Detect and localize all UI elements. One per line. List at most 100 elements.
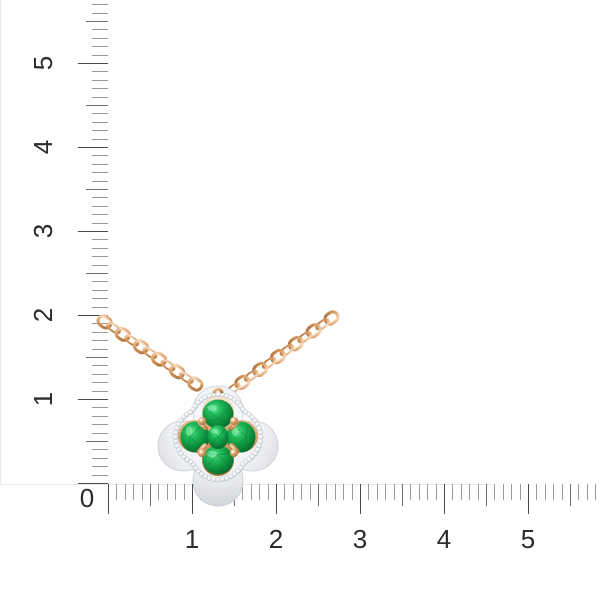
vertical-ruler-minor-tick xyxy=(92,474,108,476)
horizontal-ruler: 1 2 3 4 5 xyxy=(108,484,600,554)
pave-diamond xyxy=(175,447,182,453)
chain-left-link xyxy=(178,371,194,384)
chain-right-link xyxy=(234,374,251,391)
pave-diamond xyxy=(237,465,244,471)
pave-diamond xyxy=(252,417,258,424)
horizontal-ruler-minor-tick xyxy=(267,484,269,500)
horizontal-ruler-minor-tick xyxy=(452,484,454,500)
vertical-ruler-label-2: 2 xyxy=(28,307,58,323)
pave-diamond xyxy=(172,429,179,436)
pave-diamond xyxy=(172,438,179,445)
horizontal-ruler-minor-tick xyxy=(410,484,412,500)
pave-diamond xyxy=(254,447,261,453)
horizontal-ruler-minor-tick xyxy=(578,484,580,500)
vertical-ruler-minor-tick xyxy=(92,155,108,157)
pave-diamond xyxy=(174,443,180,449)
horizontal-ruler-minor-tick xyxy=(418,484,420,500)
ruler-origin-label: 0 xyxy=(79,483,95,513)
emerald-bottom xyxy=(202,445,234,475)
pave-diamond xyxy=(180,414,187,420)
vertical-ruler: 1 2 3 4 5 xyxy=(0,0,108,484)
chain-left-link xyxy=(132,339,149,355)
emerald-left xyxy=(180,421,210,453)
vertical-ruler-minor-tick xyxy=(92,298,108,300)
vertical-ruler-minor-tick xyxy=(92,373,108,375)
horizontal-ruler-major-tick xyxy=(528,484,529,514)
horizontal-ruler-minor-tick xyxy=(259,484,261,500)
vertical-ruler-minor-tick xyxy=(92,264,108,266)
pave-diamond xyxy=(180,454,187,460)
horizontal-ruler-major-tick xyxy=(108,484,109,514)
pave-diamond xyxy=(242,459,249,465)
horizontal-ruler-minor-tick xyxy=(225,484,227,500)
chain-left xyxy=(96,314,204,392)
pave-diamond xyxy=(178,450,184,457)
horizontal-ruler-minor-tick xyxy=(393,484,395,500)
chain-right-link xyxy=(305,323,322,339)
horizontal-ruler-half-tick xyxy=(570,484,571,506)
vertical-ruler-minor-tick xyxy=(92,197,108,199)
pave-diamond xyxy=(172,434,179,440)
horizontal-ruler-minor-tick xyxy=(536,484,538,500)
pave-diamond xyxy=(195,468,201,475)
vertical-ruler-minor-tick xyxy=(92,163,108,165)
vertical-ruler-minor-tick xyxy=(92,289,108,291)
horizontal-ruler-half-tick xyxy=(486,484,487,506)
horizontal-ruler-minor-tick xyxy=(460,484,462,500)
vertical-ruler-minor-tick xyxy=(92,180,108,182)
horizontal-ruler-half-tick xyxy=(150,484,151,506)
pave-diamond xyxy=(187,459,194,465)
horizontal-ruler-minor-tick xyxy=(116,484,118,500)
vertical-ruler-minor-tick xyxy=(92,71,108,73)
pave-diamond xyxy=(219,476,226,483)
pave-diamond xyxy=(242,409,249,415)
vertical-ruler-minor-tick xyxy=(92,340,108,342)
pave-diamond xyxy=(249,454,256,460)
pave-diamond xyxy=(190,406,196,413)
vertical-ruler-minor-tick xyxy=(92,239,108,241)
chain-right-link xyxy=(252,361,269,378)
vertical-ruler-minor-tick xyxy=(92,54,108,56)
horizontal-ruler-minor-tick xyxy=(494,484,496,500)
horizontal-ruler-minor-tick xyxy=(427,484,429,500)
pave-diamond xyxy=(235,399,241,406)
chain-left-link xyxy=(124,334,140,347)
horizontal-ruler-minor-tick xyxy=(284,484,286,500)
pave-diamond xyxy=(178,417,184,424)
pave-diamond xyxy=(215,476,221,483)
vertical-ruler-minor-tick xyxy=(92,79,108,81)
emerald-center xyxy=(207,425,229,449)
horizontal-ruler-half-tick xyxy=(234,484,235,506)
horizontal-ruler-minor-tick xyxy=(183,484,185,500)
horizontal-ruler-major-tick xyxy=(444,484,445,514)
vertical-ruler-major-tick xyxy=(78,231,108,232)
horizontal-ruler-half-tick xyxy=(318,484,319,506)
vertical-ruler-label-3: 3 xyxy=(28,223,58,239)
vertical-ruler-minor-tick xyxy=(92,121,108,123)
pave-diamond xyxy=(192,465,199,471)
horizontal-ruler-minor-tick xyxy=(166,484,168,500)
horizontal-ruler-minor-tick xyxy=(368,484,370,500)
pave-diamond xyxy=(246,456,252,463)
prong-bead-tl xyxy=(197,416,207,426)
pave-diamond xyxy=(210,476,217,483)
pave-diamond xyxy=(249,414,256,420)
pave-diamond xyxy=(257,429,264,436)
chain-right-link xyxy=(261,356,277,370)
horizontal-ruler-minor-tick xyxy=(124,484,126,500)
vertical-ruler-major-tick xyxy=(78,315,108,316)
chain-right-link xyxy=(323,310,340,326)
vertical-ruler-minor-tick xyxy=(92,449,108,451)
vertical-ruler-minor-tick xyxy=(92,37,108,39)
vertical-ruler-minor-tick xyxy=(92,12,108,14)
pave-diamond xyxy=(240,461,246,468)
vertical-ruler-minor-tick xyxy=(92,348,108,350)
horizontal-ruler-minor-tick xyxy=(519,484,521,500)
horizontal-ruler-minor-tick xyxy=(141,484,143,500)
vertical-ruler-minor-tick xyxy=(92,172,108,174)
vertical-ruler-minor-tick xyxy=(92,256,108,258)
chain-left-link xyxy=(142,346,158,359)
horizontal-ruler-minor-tick xyxy=(343,484,345,500)
horizontal-ruler-minor-tick xyxy=(309,484,311,500)
